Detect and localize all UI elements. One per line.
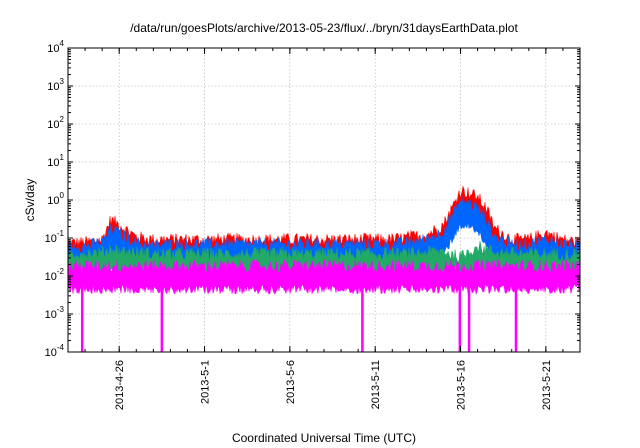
- y-axis-title: cSv/day: [23, 179, 37, 222]
- x-tick-label: 2013-5-6: [285, 360, 297, 404]
- y-axis: 10-4 10-3 10-2 10-1 100 101 102 103 104: [45, 39, 580, 359]
- y-tick-label: 10-2: [45, 267, 65, 283]
- y-tick-label: 102: [47, 115, 64, 131]
- y-tick-label: 100: [47, 191, 64, 207]
- chart-title: /data/run/goesPlots/archive/2013-05-23/f…: [130, 21, 518, 35]
- y-tick-label: 101: [47, 153, 64, 169]
- x-tick-label: 2013-5-1: [200, 360, 212, 404]
- y-tick-label: 10-3: [45, 305, 65, 321]
- x-axis-title: Coordinated Universal Time (UTC): [232, 431, 416, 445]
- y-tick-label: 103: [47, 77, 64, 93]
- grid: [68, 48, 580, 352]
- y-tick-label: 10-4: [45, 343, 65, 359]
- series-3: [67, 258, 581, 352]
- x-tick-label: 2013-5-16: [456, 360, 468, 410]
- x-axis: 2013-4-26 2013-5-1 2013-5-6 2013-5-11 2013-5…: [67, 48, 581, 410]
- series-layer: [67, 185, 581, 352]
- y-tick-label: 104: [47, 39, 64, 55]
- x-tick-label: 2013-4-26: [114, 360, 126, 410]
- y-tick-label: 10-1: [45, 229, 65, 245]
- x-tick-label: 2013-5-11: [370, 360, 382, 409]
- x-tick-label: 2013-5-21: [541, 360, 553, 410]
